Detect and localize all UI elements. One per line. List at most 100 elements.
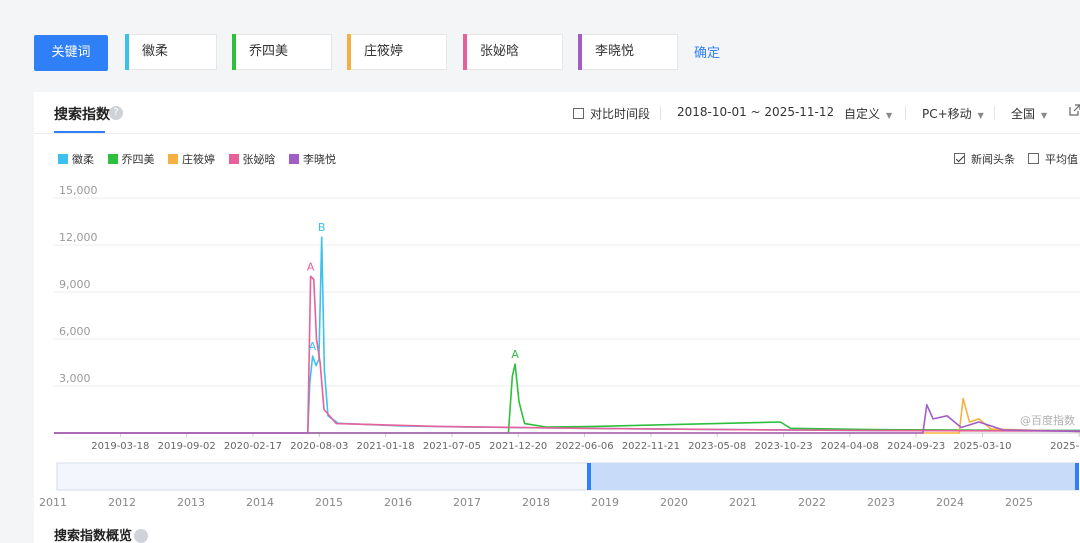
navigator-year-label: 2016 [384,496,412,509]
navigator-year-label: 2020 [660,496,688,509]
keyword-label: 庄筱婷 [364,44,404,59]
navigator-year-label: 2017 [453,496,481,509]
caret-down-icon: ▼ [977,111,984,120]
compare-checkbox[interactable] [573,108,584,119]
x-tick-label: 2021-01-18 [357,441,415,452]
keyword-color-bar [578,34,582,70]
series-line [54,403,1080,434]
keyword-chip[interactable]: 李晓悦 [578,34,678,70]
region-dropdown[interactable]: 全国 ▼ [1011,105,1047,122]
series-line [54,236,1080,434]
x-tick-label: 2020-08-03 [290,441,348,452]
navigator-handle-left [587,463,591,490]
legend-swatch [58,154,68,164]
navigator-year-label: 2025 [1005,496,1033,509]
y-tick-label: 9,000 [59,278,91,291]
export-icon[interactable] [1069,104,1080,119]
separator [660,106,661,120]
y-tick-label: 15,000 [59,184,98,197]
region-label: 全国 [1011,107,1036,121]
keyword-chip[interactable]: 乔四美 [232,34,332,70]
series-line [54,397,1080,434]
annotation-label: A [511,348,519,361]
navigator-year-label: 2018 [522,496,550,509]
navigator-handle-right [1075,463,1079,490]
news-toggle[interactable]: 新闻头条 [954,151,1015,167]
keyword-color-bar [463,34,467,70]
keyword-bar: 关键词 徽柔 乔四美 庄筱婷 张妼晗 李晓悦 确定 [0,0,1080,90]
legend-swatch [289,154,299,164]
panel-title: 搜索指数 [54,107,110,123]
navigator-year-label: 2013 [177,496,205,509]
legend-label: 张妼晗 [242,153,276,166]
x-tick-label: 2021-07-05 [423,441,481,452]
legend-swatch [228,154,239,164]
keyword-label: 乔四美 [249,44,289,59]
legend-swatch [107,154,118,164]
navigator-year-label: 2021 [729,496,757,509]
average-toggle[interactable]: 平均值 [1028,151,1078,167]
watermark: @百度指数 [1020,413,1075,427]
x-tick-label: 2025-11-10 [1050,441,1080,452]
news-checkbox[interactable] [954,153,965,164]
series-line [54,275,1080,434]
navigator-year-label: 2015 [315,496,343,509]
navigator-year-label: 2019 [591,496,619,509]
caret-down-icon: ▼ [886,111,893,120]
navigator-year-label: 2011 [39,496,67,509]
navigator-year-label: 2023 [867,496,895,509]
keyword-chip[interactable]: 徽柔 [125,34,217,70]
keyword-color-bar [347,34,351,70]
navigator-year-label: 2012 [108,496,136,509]
keyword-label: 张妼晗 [480,44,520,59]
legend-item[interactable]: 徽柔 [58,153,94,166]
series-line [54,363,1080,434]
keyword-color-bar [232,34,236,70]
legend-label: 乔四美 [121,153,155,166]
legend-item[interactable]: 庄筱婷 [168,153,215,166]
annotation-label: A [309,340,317,353]
confirm-button[interactable]: 确定 [694,46,721,61]
compare-toggle[interactable]: 对比时间段 [573,105,650,122]
annotation-label: A [307,260,315,273]
x-tick-label: 2021-12-20 [489,441,547,452]
legend-swatch [168,154,178,164]
legend-item[interactable]: 李晓悦 [289,153,336,166]
legend-label: 庄筱婷 [182,153,215,166]
device-dropdown[interactable]: PC+移动 ▼ [922,105,984,122]
x-tick-label: 2022-11-21 [622,441,680,452]
y-tick-label: 12,000 [59,231,98,244]
legend-label: 徽柔 [72,153,94,166]
legend-item[interactable]: 张妼晗 [228,153,276,166]
separator [827,106,828,120]
chart-legend: 徽柔 乔四美 庄筱婷 张妼晗 李晓悦 [58,151,346,167]
legend-label: 李晓悦 [303,153,336,166]
x-tick-label: 2019-03-18 [91,441,149,452]
navigator-year-label: 2024 [936,496,964,509]
legend-item[interactable]: 乔四美 [107,153,155,166]
x-tick-label: 2023-10-23 [754,441,812,452]
keyword-chip[interactable]: 张妼晗 [463,34,563,70]
title-underline [54,131,105,133]
compare-label: 对比时间段 [590,107,651,121]
x-tick-label: 2025-03-10 [953,441,1011,452]
custom-label: 自定义 [844,107,881,121]
separator [905,106,906,120]
keyword-chip[interactable]: 庄筱婷 [347,34,447,70]
average-checkbox[interactable] [1028,153,1039,164]
keyword-button[interactable]: 关键词 [34,35,108,71]
y-tick-label: 6,000 [59,325,91,338]
divider [34,133,1080,134]
question-icon[interactable]: ? [109,106,123,120]
keyword-label: 徽柔 [142,44,169,59]
question-icon [134,529,148,543]
custom-dropdown[interactable]: 自定义 ▼ [844,105,892,122]
x-tick-label: 2024-09-23 [887,441,945,452]
navigator-year-label: 2014 [246,496,274,509]
navigator-year-label: 2022 [798,496,826,509]
x-tick-label: 2020-02-17 [224,441,282,452]
date-range[interactable]: 2018-10-01 ~ 2025-11-12 [677,105,835,119]
separator [994,106,995,120]
x-tick-label: 2019-09-02 [158,441,216,452]
